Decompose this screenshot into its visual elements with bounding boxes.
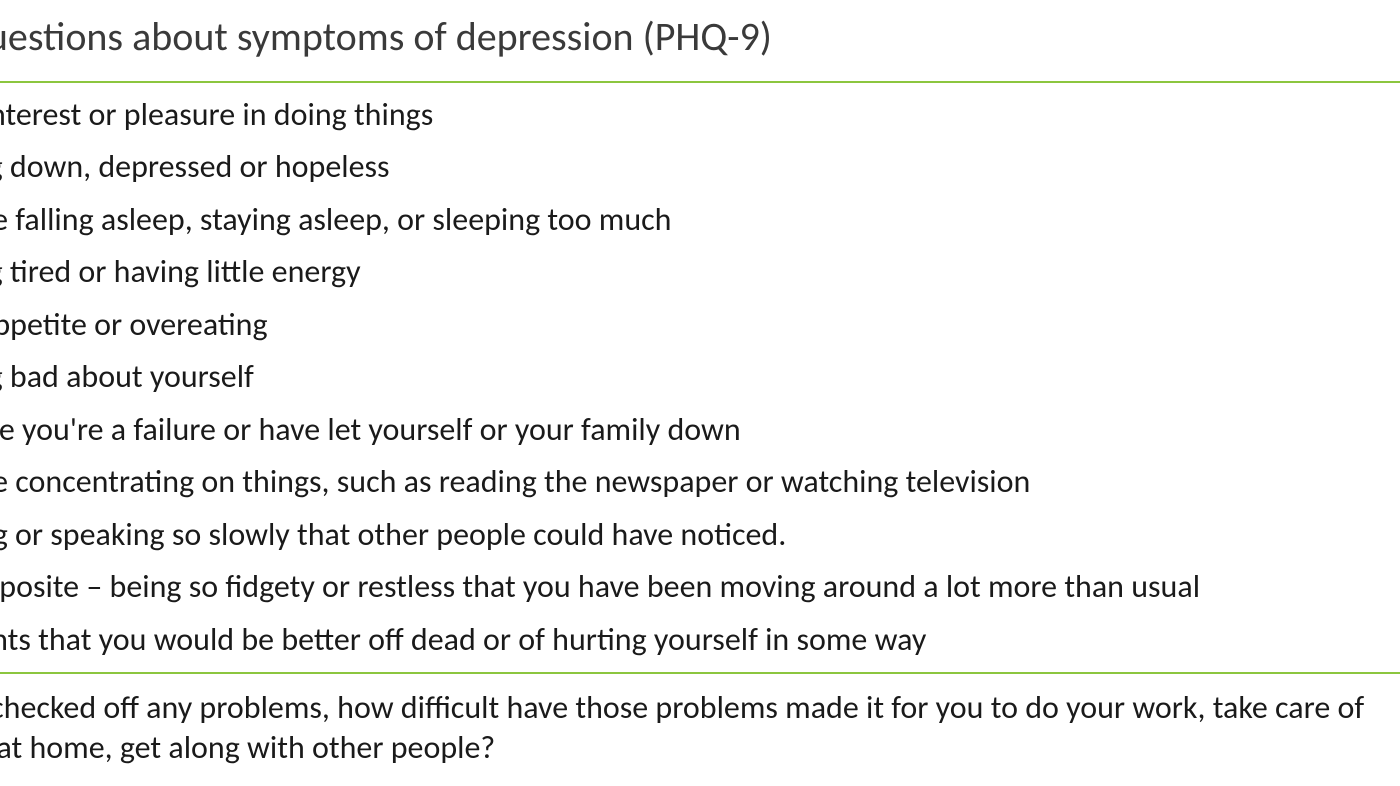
list-item: Feel like you're a failure or have let y… (0, 404, 1400, 456)
list-item: Feeling tired or having little energy (0, 246, 1400, 298)
list-item: The opposite – being so fidgety or restl… (0, 561, 1400, 613)
list-item: Trouble concentrating on things, such as… (0, 456, 1400, 508)
list-item: Trouble falling asleep, staying asleep, … (0, 194, 1400, 246)
list-item: Thoughts that you would be better off de… (0, 614, 1400, 666)
page-title: Questions about symptoms of depression (… (0, 0, 1400, 81)
list-item: Moving or speaking so slowly that other … (0, 509, 1400, 561)
list-item: Poor appetite or overeating (0, 299, 1400, 351)
footer-question: If you checked off any problems, how dif… (0, 674, 1400, 768)
list-item: Feeling down, depressed or hopeless (0, 141, 1400, 193)
list-item: Little interest or pleasure in doing thi… (0, 89, 1400, 141)
list-item: Feeling bad about yourself (0, 351, 1400, 403)
items-list: Little interest or pleasure in doing thi… (0, 83, 1400, 672)
document-content: Questions about symptoms of depression (… (0, 0, 1400, 768)
